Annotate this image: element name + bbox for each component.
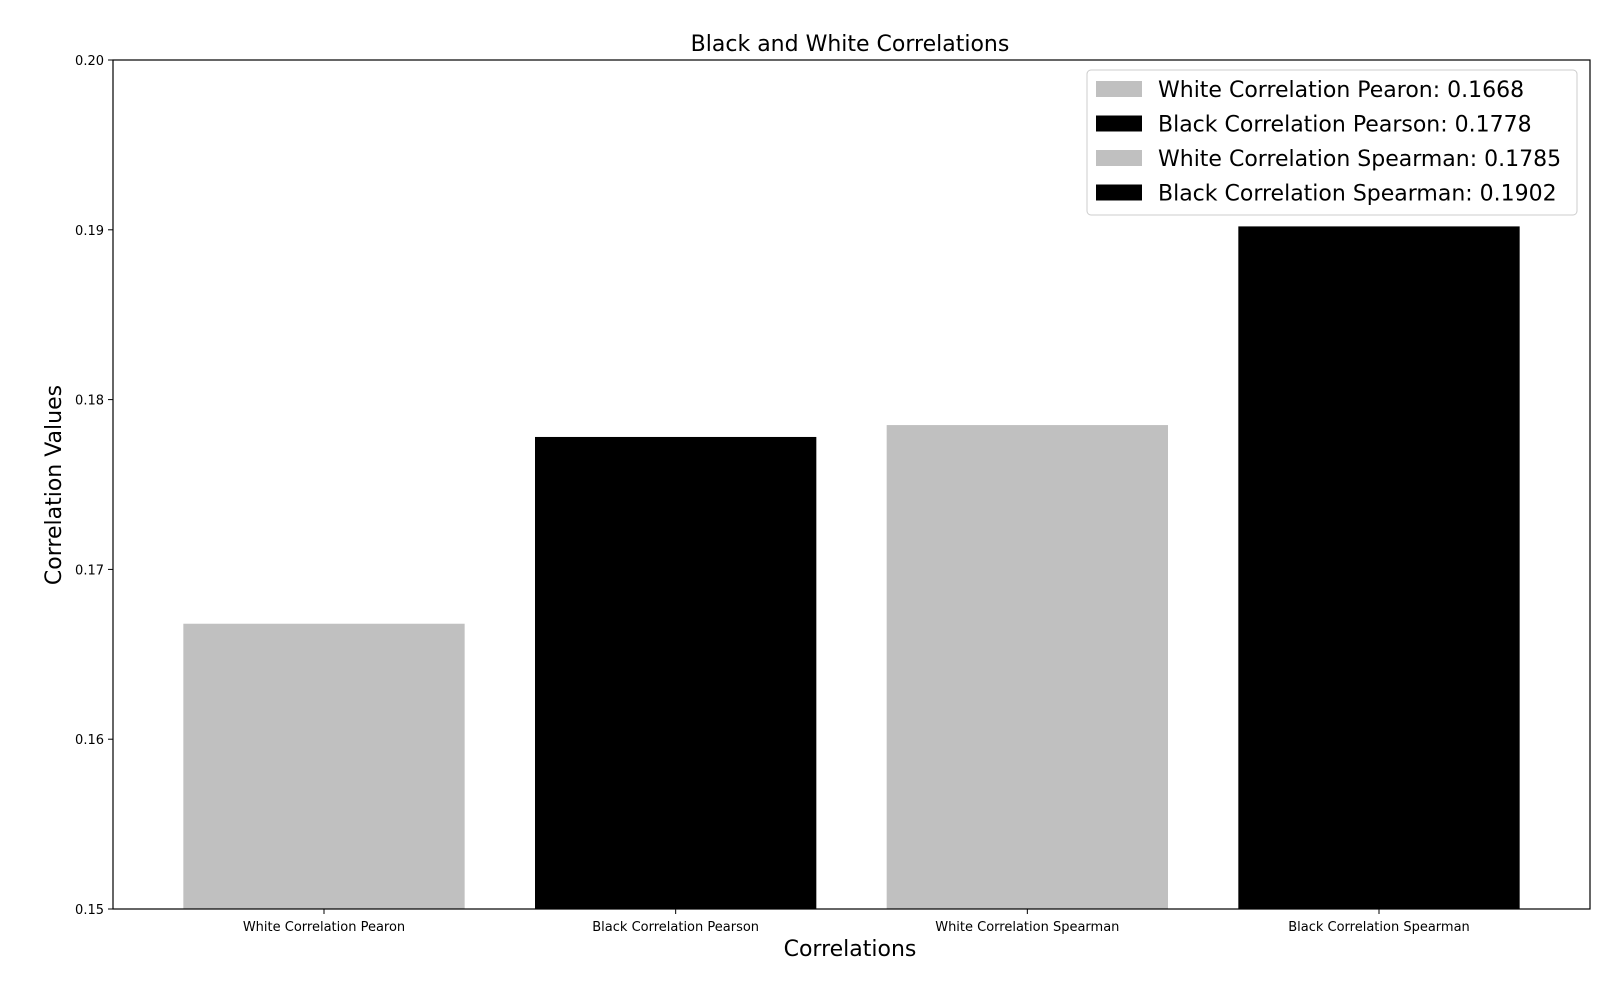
legend-label: White Correlation Spearman: 0.1785 xyxy=(1158,147,1561,172)
legend-swatch xyxy=(1096,115,1142,132)
bar xyxy=(886,425,1168,909)
bars-layer xyxy=(183,226,1520,909)
bar xyxy=(183,623,465,909)
legend-label: Black Correlation Spearman: 0.1902 xyxy=(1158,182,1557,207)
plot-frame xyxy=(112,59,1591,910)
y-tick-label: 0.17 xyxy=(75,563,104,578)
x-tick-label: White Correlation Pearon xyxy=(243,920,405,935)
legend-swatch xyxy=(1096,150,1142,166)
x-tick-label: Black Correlation Pearson xyxy=(592,920,759,935)
y-tick-label: 0.19 xyxy=(75,224,104,239)
y-axis-title: Correlation Values xyxy=(42,385,67,585)
x-tick-label: White Correlation Spearman xyxy=(935,920,1119,935)
axes-layer: White Correlation Pearon Black Correlatio… xyxy=(75,54,1591,935)
x-axis-title: Correlations xyxy=(784,937,917,962)
y-tick-label: 0.20 xyxy=(75,54,104,69)
y-tick-label: 0.15 xyxy=(75,903,104,918)
bar xyxy=(1238,226,1520,909)
y-tick-label: 0.18 xyxy=(75,394,104,409)
legend-swatch xyxy=(1096,81,1142,97)
y-tick-label: 0.16 xyxy=(75,733,104,748)
legend-swatch xyxy=(1096,184,1142,201)
legend-label: White Correlation Pearon: 0.1668 xyxy=(1158,78,1524,103)
legend: White Correlation Pearon: 0.1668 Black Co… xyxy=(1086,69,1578,216)
x-tick-label: Black Correlation Spearman xyxy=(1288,920,1470,935)
bar xyxy=(535,436,817,909)
legend-frame xyxy=(1086,69,1578,216)
chart-title: Black and White Correlations xyxy=(691,32,1010,57)
legend-label: Black Correlation Pearson: 0.1778 xyxy=(1158,113,1532,138)
